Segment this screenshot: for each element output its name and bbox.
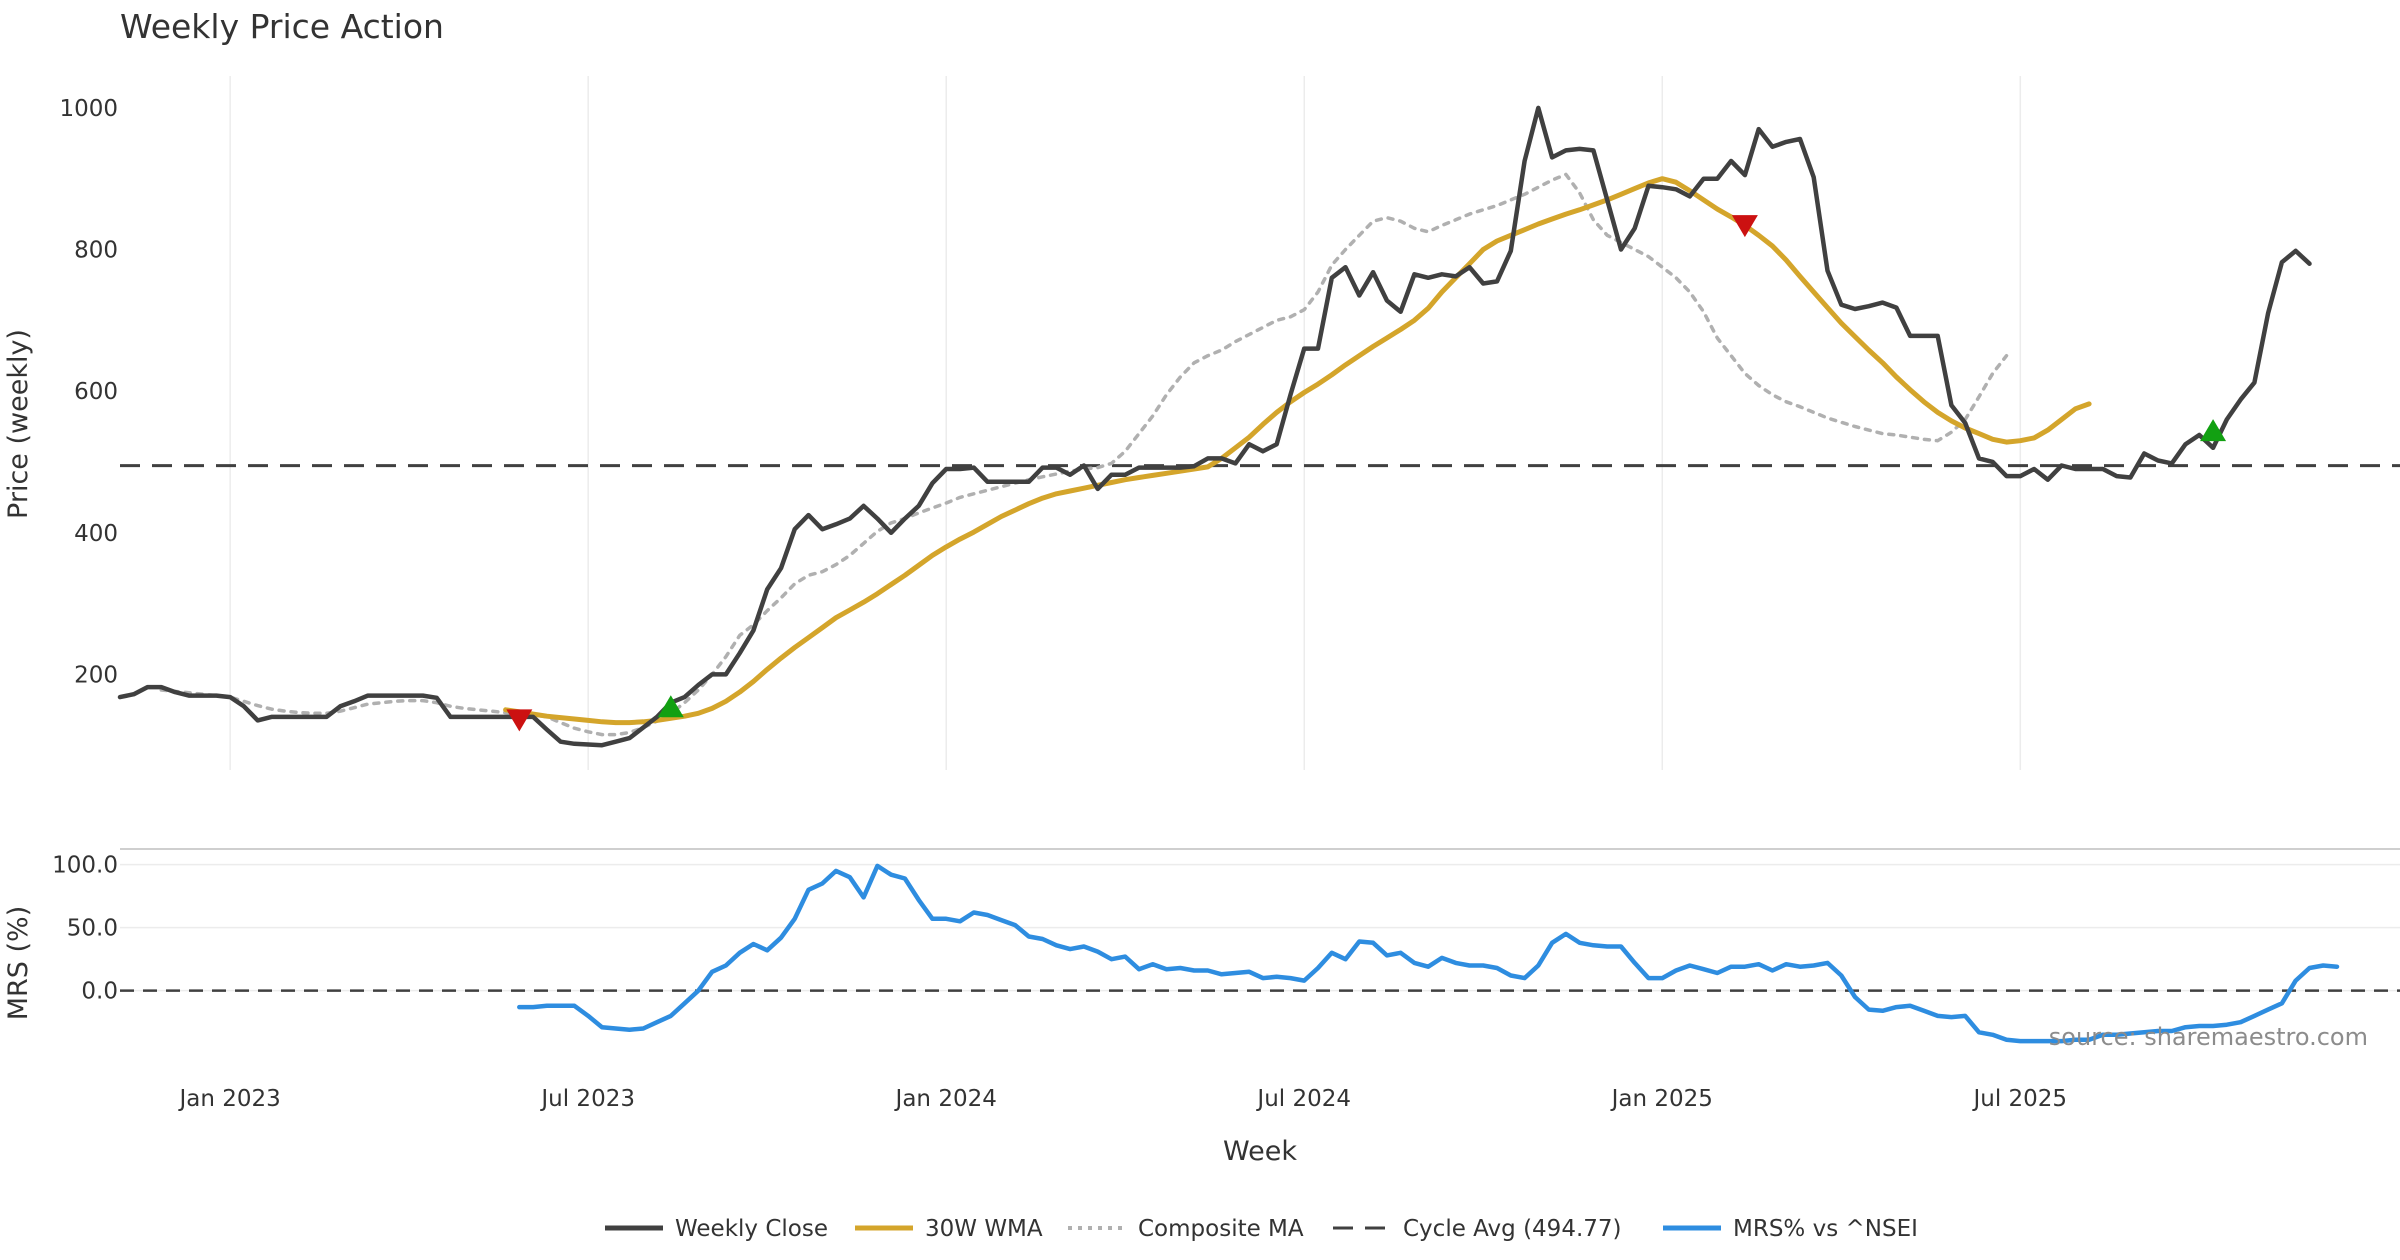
wma-30w-line bbox=[503, 176, 2092, 726]
price-y-tick-label: 1000 bbox=[59, 96, 118, 122]
legend-label-cycle-avg: Cycle Avg (494.77) bbox=[1403, 1216, 1622, 1242]
price-y-tick-label: 600 bbox=[74, 379, 118, 405]
x-tick-label: Jul 2023 bbox=[539, 1086, 635, 1112]
x-tick-label: Jan 2024 bbox=[894, 1086, 997, 1112]
price-axis-title: Price (weekly) bbox=[3, 329, 34, 519]
mrs-axis-title: MRS (%) bbox=[3, 906, 34, 1021]
source-note: source: sharemaestro.com bbox=[2049, 1023, 2368, 1051]
price-y-tick-label: 400 bbox=[74, 521, 118, 547]
legend-label-mrs: MRS% vs ^NSEI bbox=[1733, 1216, 1918, 1242]
series-layer bbox=[117, 105, 2340, 1044]
x-tick-label: Jan 2023 bbox=[178, 1086, 281, 1112]
legend: Weekly Close 30W WMA Composite MA Cycle … bbox=[605, 1216, 1918, 1242]
signal-markers bbox=[506, 215, 2227, 732]
grid-layer bbox=[120, 76, 2400, 992]
buy-signal-marker bbox=[657, 695, 684, 718]
legend-label-weekly-close: Weekly Close bbox=[675, 1216, 828, 1242]
mrs-y-tick-label: 0.0 bbox=[81, 979, 118, 1005]
legend-label-composite-ma: Composite MA bbox=[1138, 1216, 1304, 1242]
x-tick-label: Jan 2025 bbox=[1610, 1086, 1713, 1112]
weekly-close-line bbox=[117, 105, 2312, 748]
x-tick-label: Jul 2025 bbox=[1971, 1086, 2067, 1112]
sell-signal-marker bbox=[1731, 215, 1758, 238]
sell-signal-marker bbox=[506, 709, 533, 732]
legend-label-wma: 30W WMA bbox=[925, 1216, 1043, 1242]
x-tick-label: Jul 2024 bbox=[1255, 1086, 1351, 1112]
composite-ma-line bbox=[159, 172, 2009, 737]
buy-signal-marker bbox=[2200, 419, 2227, 442]
price-y-tick-label: 800 bbox=[74, 238, 118, 264]
chart-title: Weekly Price Action bbox=[120, 7, 444, 46]
mrs-y-tick-label: 100.0 bbox=[52, 853, 118, 879]
mrs-y-tick-label: 50.0 bbox=[67, 916, 118, 942]
mrs-line bbox=[517, 863, 2340, 1044]
price-y-tick-label: 200 bbox=[74, 662, 118, 688]
x-axis-title: Week bbox=[1223, 1136, 1297, 1167]
reference-lines bbox=[120, 464, 2400, 992]
axis-layer: Jan 2023 Jul 2023 Jan 2024 Jul 2024 Jan 2025… bbox=[52, 96, 2067, 1112]
